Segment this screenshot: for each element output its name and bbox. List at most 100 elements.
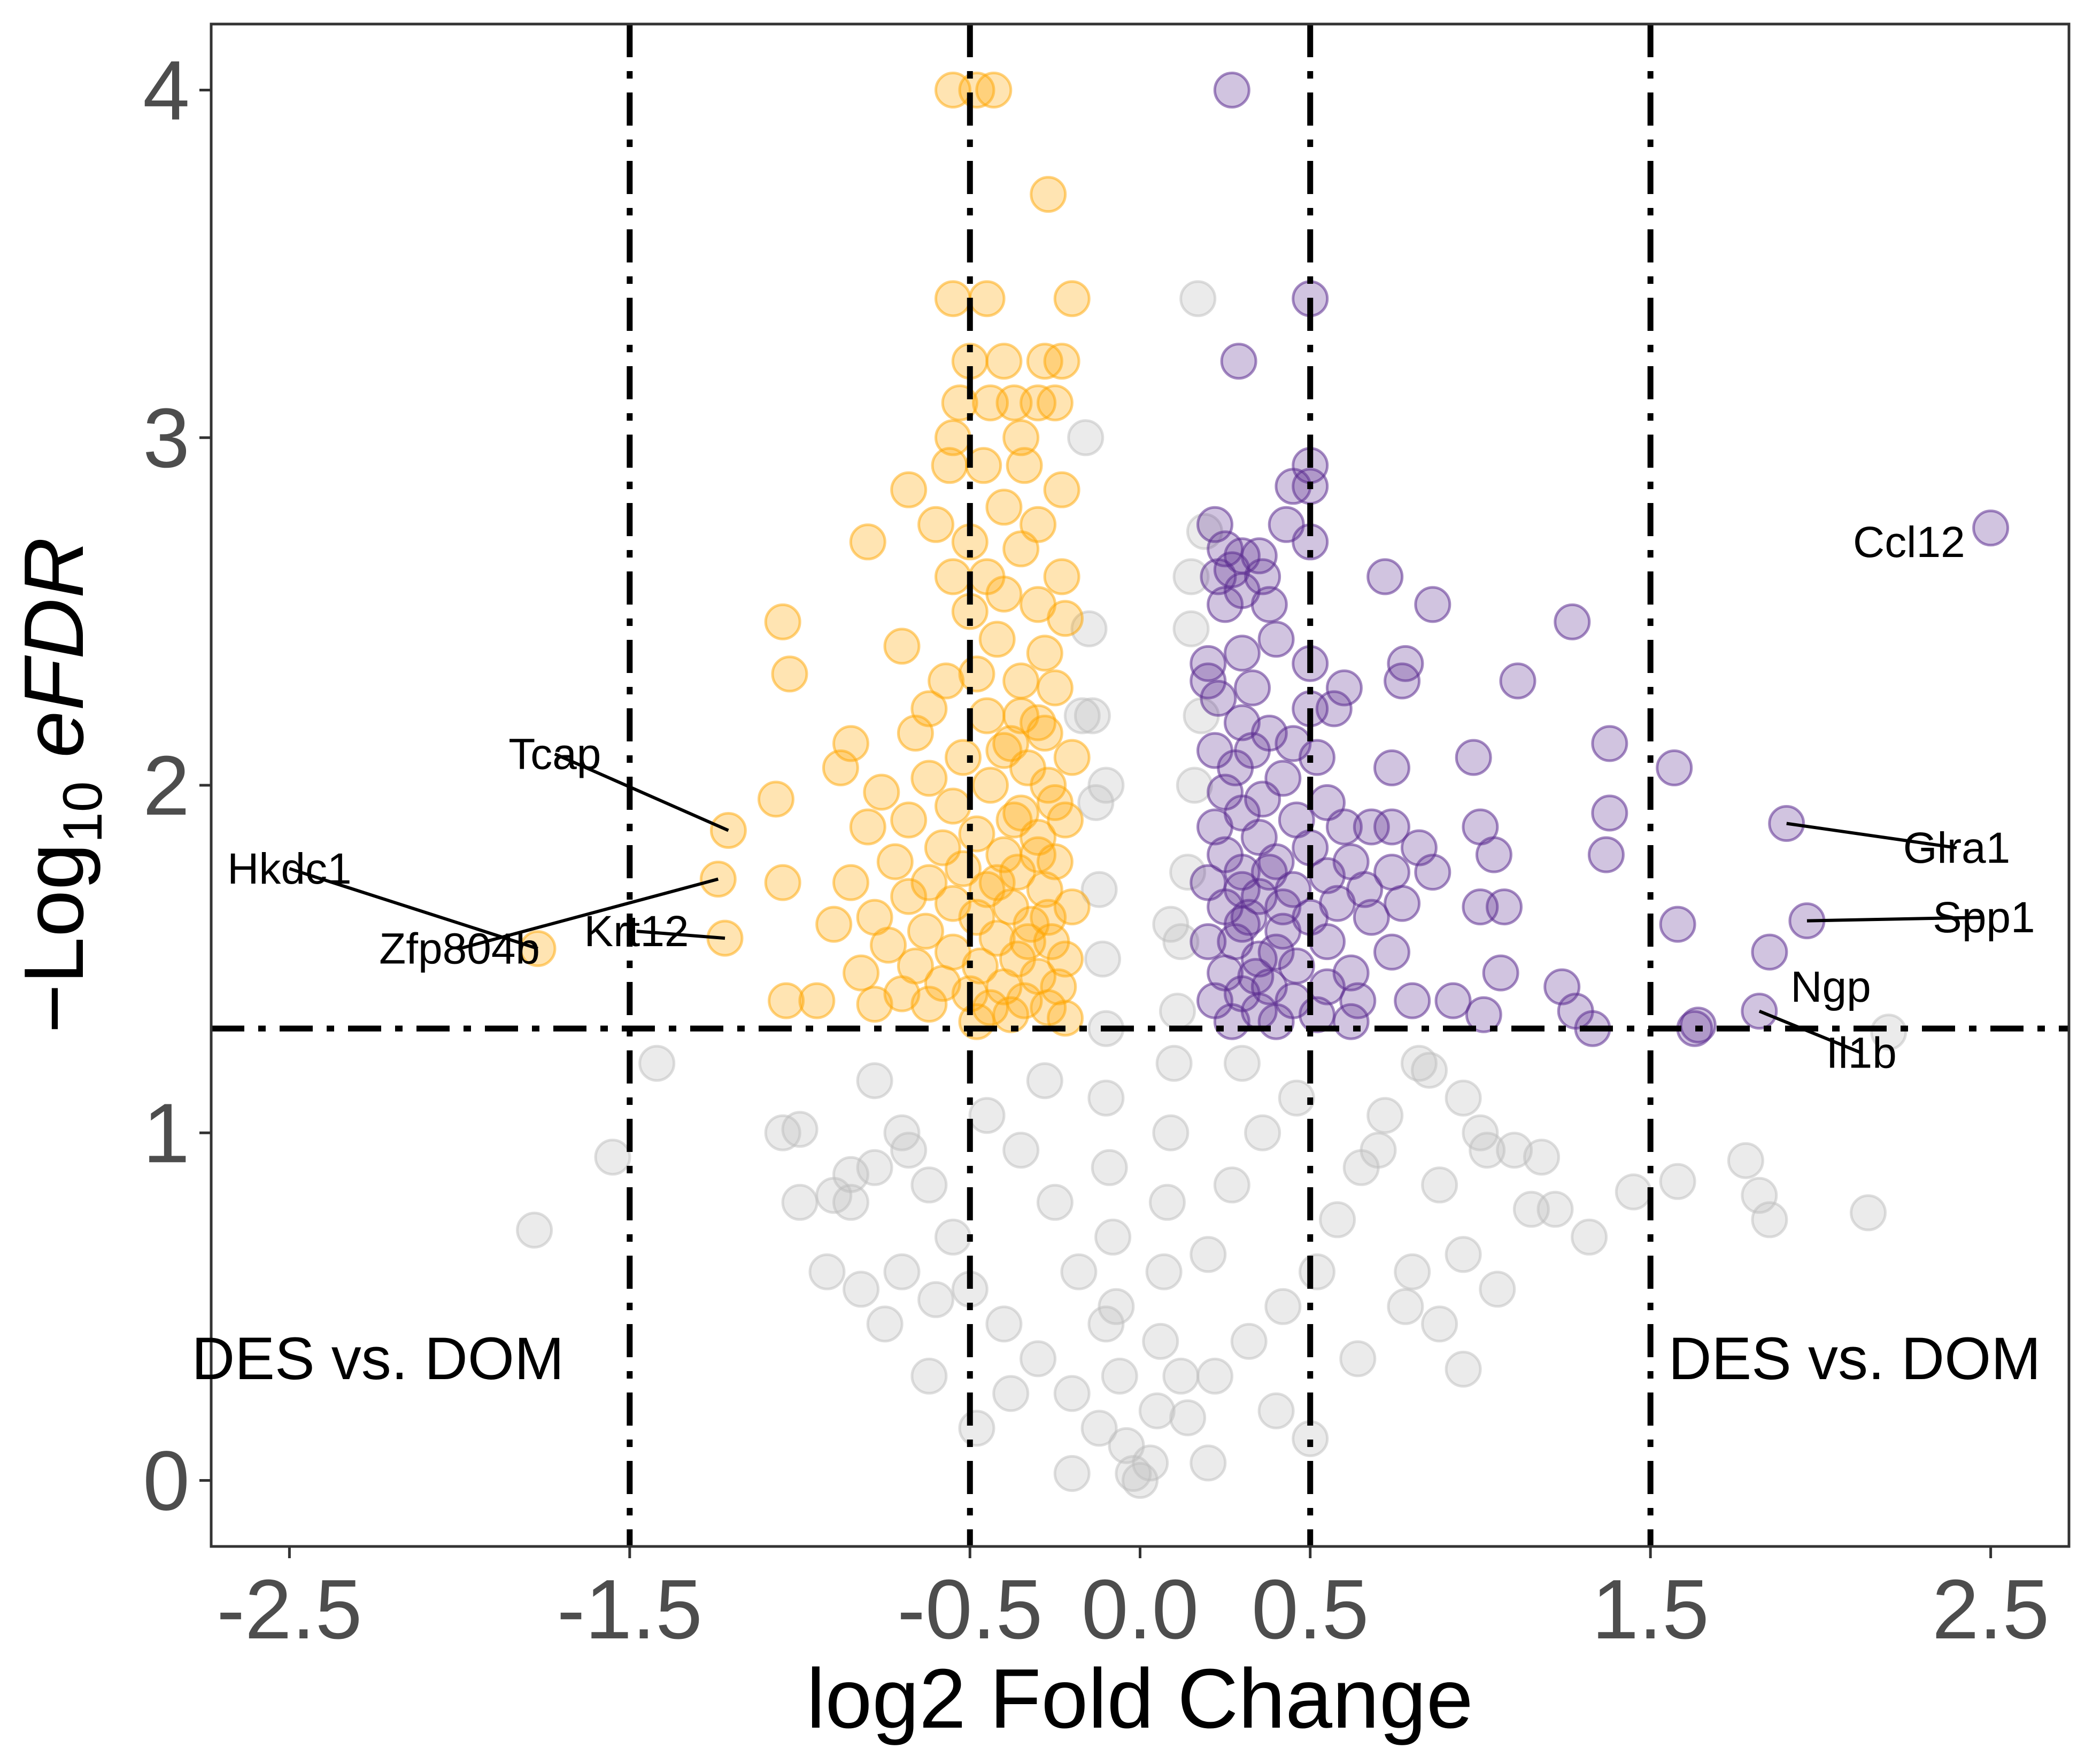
data-point-down: [1002, 419, 1040, 457]
data-point-up: [1264, 888, 1302, 926]
data-point-down: [931, 447, 968, 484]
ns-points-layer: [516, 280, 1908, 1499]
data-point-ns: [1087, 1079, 1125, 1117]
data-point-down: [995, 801, 1033, 839]
data-point-up: [1257, 621, 1295, 658]
data-point-up: [1257, 1003, 1295, 1040]
data-point-up: [1465, 996, 1502, 1033]
data-point-up: [1325, 669, 1363, 707]
gene-label-leader-line: [459, 877, 719, 950]
data-point-up: [1591, 725, 1628, 762]
data-point-down: [975, 72, 1013, 109]
data-point-down: [910, 760, 948, 797]
data-point-up: [1217, 923, 1254, 961]
data-point-up: [1659, 906, 1696, 943]
data-point-down: [822, 749, 859, 786]
data-point-down: [1047, 940, 1084, 978]
data-point-down: [1026, 635, 1063, 672]
data-point-ns: [1115, 1455, 1152, 1492]
data-point-ns: [1196, 1357, 1233, 1395]
data-point-ns: [1571, 1218, 1608, 1256]
data-point-down: [935, 787, 971, 825]
data-point-up: [1234, 669, 1271, 707]
data-point-ns: [1278, 1079, 1315, 1117]
y-axis-title-italic: eFDR: [7, 537, 101, 782]
data-point-ns: [856, 1062, 893, 1100]
data-point-up: [1213, 72, 1250, 109]
data-point-down: [985, 732, 1023, 769]
data-point-down: [863, 773, 900, 811]
x-tick-label: 2.5: [1932, 1562, 2050, 1657]
gene-label: Tcap: [508, 730, 601, 778]
data-point-down: [758, 780, 794, 818]
data-point-ns: [1060, 1253, 1098, 1290]
x-tick-label: 0.0: [1082, 1562, 1199, 1657]
data-point-down: [935, 280, 971, 318]
data-point-ns: [1421, 1305, 1458, 1343]
data-point-ns: [917, 1281, 955, 1318]
data-point-ns: [1002, 1132, 1040, 1169]
data-point-down: [1002, 697, 1040, 734]
data-point-ns: [1213, 1166, 1250, 1204]
gene-label: Ngp: [1790, 963, 1871, 1011]
data-point-down: [849, 523, 886, 561]
data-point-down: [1006, 447, 1043, 484]
data-point-up: [1332, 1003, 1370, 1040]
data-point-ns: [1462, 1114, 1499, 1151]
data-point-ns: [883, 1253, 921, 1290]
data-point-ns: [832, 1156, 869, 1193]
gene-label-leader-line: [1806, 916, 1984, 923]
data-point-ns: [1077, 784, 1115, 821]
data-point-ns: [1299, 1253, 1335, 1290]
gene-label-leader-line: [1758, 1009, 1862, 1055]
gene-label-leader-line: [554, 752, 729, 832]
data-point-down: [968, 280, 1006, 318]
annotations-layer: DES vs. DOM DES vs. DOM: [191, 1325, 2041, 1392]
data-point-down: [965, 447, 1002, 484]
data-point-up: [1972, 509, 2010, 547]
data-point-down: [832, 864, 869, 901]
data-point-up: [1207, 586, 1244, 623]
data-point-ns: [1098, 1288, 1135, 1325]
data-point-up: [1353, 808, 1390, 846]
data-point-up: [1299, 739, 1335, 776]
data-point-down: [978, 621, 1016, 658]
gene-label-leader-line: [1786, 822, 1957, 850]
data-point-up: [1339, 982, 1377, 1019]
data-point-up: [1384, 885, 1421, 922]
data-point-down: [1053, 280, 1091, 318]
data-point-up: [1455, 739, 1492, 776]
data-point-up: [1751, 933, 1788, 971]
gene-label: Zfp804b: [379, 925, 540, 973]
data-point-up: [1309, 923, 1346, 961]
data-point-down: [992, 996, 1030, 1033]
data-point-ns: [1536, 1190, 1574, 1228]
comparison-annotation: DES vs. DOM: [1669, 1325, 2041, 1392]
data-point-ns: [1411, 1051, 1448, 1089]
data-point-ns: [910, 1166, 948, 1204]
data-point-ns: [1360, 1132, 1397, 1169]
data-point-down: [1040, 968, 1077, 1005]
y-tick-label: 2: [143, 739, 190, 833]
data-point-ns: [1445, 1236, 1482, 1273]
data-point-ns: [1223, 1045, 1261, 1082]
y-tick-label: 1: [143, 1086, 190, 1180]
data-point-up: [1190, 662, 1227, 700]
data-point-up: [1475, 836, 1512, 873]
data-point-down: [972, 767, 1009, 804]
data-point-ns: [935, 1218, 971, 1256]
data-point-up: [1591, 794, 1628, 832]
gene-label: Glra1: [1903, 824, 2011, 872]
data-point-ns: [1523, 1139, 1560, 1176]
data-point-ns: [1179, 280, 1217, 318]
data-point-up: [1373, 933, 1410, 971]
data-point-up: [1250, 854, 1288, 891]
data-point-ns: [516, 1211, 553, 1249]
data-point-down: [1043, 471, 1080, 508]
data-point-down: [1030, 899, 1067, 936]
y-tick-label: 0: [143, 1434, 190, 1528]
y-axis-title: −Log10 eFDR: [7, 537, 114, 1033]
data-point-up: [1384, 662, 1421, 700]
data-point-ns: [1479, 1271, 1516, 1308]
data-point-down: [870, 926, 907, 964]
